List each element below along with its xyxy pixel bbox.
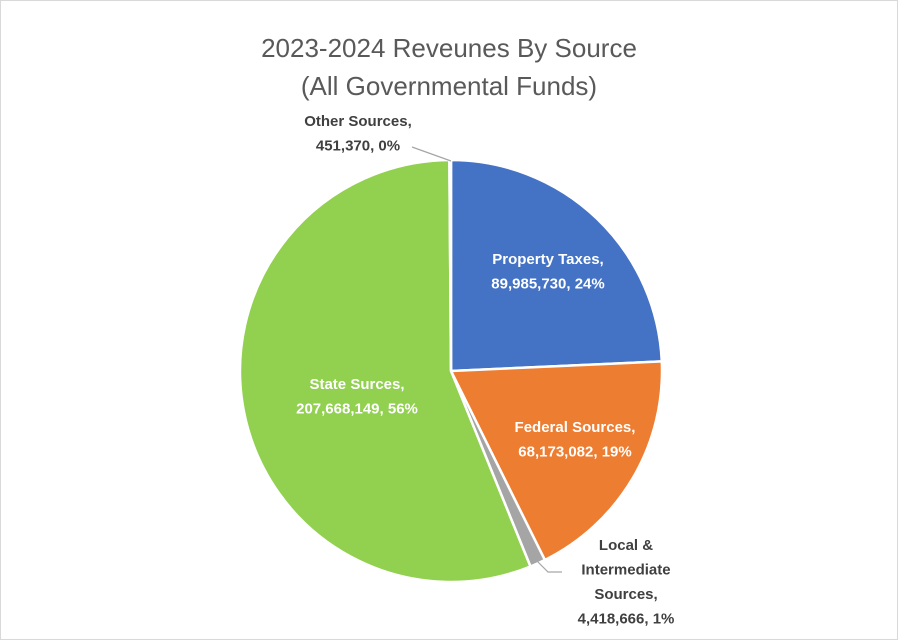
chart-title: (All Governmental Funds) <box>301 71 597 101</box>
data-label: Intermediate <box>581 561 670 578</box>
data-label: 207,668,149, 56% <box>296 400 418 417</box>
leader-line <box>411 146 452 162</box>
data-label: 68,173,082, 19% <box>518 443 631 460</box>
chart-title: 2023-2024 Reveunes By Source <box>261 33 637 63</box>
pie-slice <box>449 158 664 373</box>
data-label: State Surces, <box>309 376 404 393</box>
data-label: 89,985,730, 24% <box>491 275 604 292</box>
pie-slice <box>449 360 664 562</box>
pie-slice <box>238 158 533 584</box>
leader-line <box>535 559 562 573</box>
data-label: 4,418,666, 1% <box>578 610 675 627</box>
pie <box>238 158 664 584</box>
data-label: Local & <box>599 537 653 554</box>
data-label: Sources, <box>594 586 657 603</box>
data-label: Federal Sources, <box>515 419 636 436</box>
pie-slice <box>448 158 453 372</box>
data-label: 451,370, 0% <box>316 137 400 154</box>
labels: Property Taxes, 89,985,730, 24% Federal So… <box>296 113 674 628</box>
data-label: Property Taxes, <box>492 251 603 268</box>
data-label: Other Sources, <box>304 113 412 130</box>
